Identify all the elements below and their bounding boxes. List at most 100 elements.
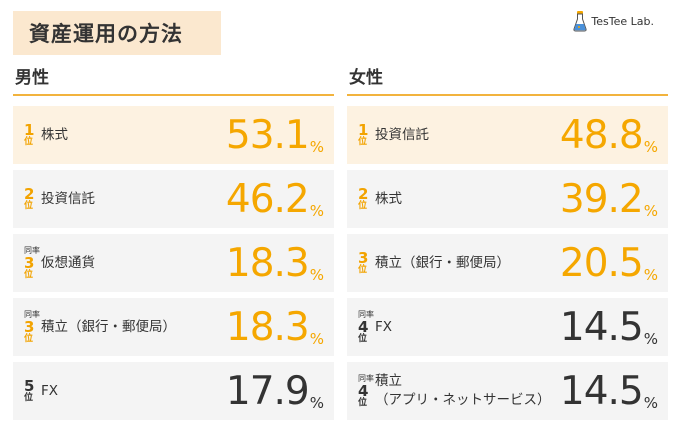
rank-number: 4 bbox=[358, 381, 369, 400]
item-label: 投資信託 bbox=[41, 170, 95, 228]
item-label: 仮想通貨 bbox=[41, 234, 95, 292]
item-label: 積立 （アプリ・ネットサービス） bbox=[375, 362, 551, 420]
brand-name: TesTee Lab. bbox=[591, 14, 654, 28]
male-ranking-list: 1 位株式 53.1% 2 位投資信託 46.2% 同率 3 位仮想通貨 18.3% 同率 3 位積立（… bbox=[13, 106, 334, 420]
rank-number: 1 bbox=[24, 121, 35, 139]
rank-unit: 位 bbox=[358, 137, 368, 147]
percent-sign: % bbox=[643, 266, 658, 284]
percentage-value: 20.5 bbox=[559, 241, 644, 286]
percentage-value: 46.2 bbox=[225, 177, 310, 222]
ranking-row: 1 位投資信託 48.8% bbox=[347, 106, 668, 164]
percentage-value: 14.5 bbox=[559, 369, 644, 414]
percent-sign: % bbox=[643, 138, 658, 156]
rank-unit: 位 bbox=[358, 397, 368, 408]
ranking-row: 3 位積立（銀行・郵便局） 20.5% bbox=[347, 234, 668, 292]
item-label-line: （アプリ・ネットサービス） bbox=[375, 392, 551, 408]
rank-unit: 位 bbox=[24, 137, 34, 147]
rank-number: 1 bbox=[358, 121, 369, 139]
ranking-row: 5 位 FX 17.9% bbox=[13, 362, 334, 420]
rank-number: 3 bbox=[358, 249, 369, 267]
item-label: FX bbox=[375, 298, 392, 356]
rank-unit: 位 bbox=[24, 201, 34, 211]
ranking-row: 1 位株式 53.1% bbox=[13, 106, 334, 164]
percentage-value: 39.2 bbox=[559, 177, 644, 222]
item-label-line: FX bbox=[41, 382, 59, 399]
item-label-line: 積立（銀行・郵便局） bbox=[41, 318, 176, 335]
percent-sign: % bbox=[643, 394, 658, 412]
tie-label: 同率 bbox=[358, 309, 374, 319]
rank-badge: 同率 4 位 bbox=[358, 298, 374, 356]
percentage: 14.5% bbox=[560, 298, 658, 356]
percent-sign: % bbox=[309, 202, 324, 220]
percentage: 14.5% bbox=[560, 362, 658, 420]
ranking-row: 同率 4 位 FX 14.5% bbox=[347, 298, 668, 356]
rank-badge: 同率 3 位 bbox=[24, 298, 40, 356]
ranking-row: 同率 4 位積立 （アプリ・ネットサービス） 14.5% bbox=[347, 362, 668, 420]
percentage-value: 17.9 bbox=[225, 369, 310, 414]
item-label: 株式 bbox=[41, 106, 68, 164]
item-label-line: 株式 bbox=[375, 190, 402, 207]
female-column: 女性 1 位投資信託 48.8% 2 位株式 39.2% 3 位積立（銀行・郵便局） 20.5%… bbox=[347, 66, 668, 426]
percentage-value: 18.3 bbox=[225, 305, 310, 350]
percentage: 39.2% bbox=[560, 170, 658, 228]
tie-label: 同率 bbox=[24, 309, 40, 319]
item-label: 株式 bbox=[375, 170, 402, 228]
percentage-value: 18.3 bbox=[225, 241, 310, 286]
rank-unit: 位 bbox=[358, 265, 368, 275]
male-column: 男性 1 位株式 53.1% 2 位投資信託 46.2% 同率 3 位仮想通貨 18.3% 同率 3 位… bbox=[13, 66, 334, 426]
percent-sign: % bbox=[309, 138, 324, 156]
item-label: 積立（銀行・郵便局） bbox=[375, 234, 510, 292]
item-label-line: 積立 bbox=[375, 373, 402, 389]
rank-badge: 同率 3 位 bbox=[24, 234, 40, 292]
item-label-line: 投資信託 bbox=[375, 126, 429, 143]
rank-unit: 位 bbox=[24, 269, 34, 280]
title-box: 資産運用の方法 bbox=[13, 11, 221, 55]
percent-sign: % bbox=[309, 330, 324, 348]
rank-number: 3 bbox=[24, 253, 35, 272]
ranking-row: 同率 3 位積立（銀行・郵便局） 18.3% bbox=[13, 298, 334, 356]
rank-unit: 位 bbox=[24, 393, 34, 403]
rank-number: 2 bbox=[24, 185, 35, 203]
item-label-line: 株式 bbox=[41, 126, 68, 143]
percentage: 18.3% bbox=[226, 234, 324, 292]
rank-number: 4 bbox=[358, 317, 369, 336]
percent-sign: % bbox=[643, 330, 658, 348]
female-header: 女性 bbox=[347, 66, 668, 96]
item-label: 積立（銀行・郵便局） bbox=[41, 298, 176, 356]
item-label-line: 投資信託 bbox=[41, 190, 95, 207]
ranking-row: 同率 3 位仮想通貨 18.3% bbox=[13, 234, 334, 292]
rank-unit: 位 bbox=[358, 333, 368, 344]
rank-number: 2 bbox=[358, 185, 369, 203]
item-label-line: 仮想通貨 bbox=[41, 254, 95, 271]
tube-icon bbox=[573, 11, 587, 32]
item-label: 投資信託 bbox=[375, 106, 429, 164]
brand: TesTee Lab. bbox=[573, 10, 654, 32]
rank-badge: 同率 4 位 bbox=[358, 362, 374, 420]
percent-sign: % bbox=[309, 394, 324, 412]
percentage: 17.9% bbox=[226, 362, 324, 420]
tie-label: 同率 bbox=[358, 373, 374, 383]
item-label-line: 積立（銀行・郵便局） bbox=[375, 254, 510, 271]
page-title: 資産運用の方法 bbox=[29, 22, 183, 46]
percent-sign: % bbox=[309, 266, 324, 284]
percentage-value: 48.8 bbox=[559, 113, 644, 158]
percentage-value: 14.5 bbox=[559, 305, 644, 350]
rank-unit: 位 bbox=[24, 333, 34, 344]
percentage: 20.5% bbox=[560, 234, 658, 292]
ranking-row: 2 位株式 39.2% bbox=[347, 170, 668, 228]
percentage: 18.3% bbox=[226, 298, 324, 356]
ranking-row: 2 位投資信託 46.2% bbox=[13, 170, 334, 228]
female-ranking-list: 1 位投資信託 48.8% 2 位株式 39.2% 3 位積立（銀行・郵便局） 20.5% 同率 4… bbox=[347, 106, 668, 420]
percentage: 48.8% bbox=[560, 106, 658, 164]
male-header: 男性 bbox=[13, 66, 334, 96]
percentage: 46.2% bbox=[226, 170, 324, 228]
item-label: FX bbox=[41, 362, 58, 420]
rank-unit: 位 bbox=[358, 201, 368, 211]
item-label-line: FX bbox=[375, 318, 393, 335]
rank-number: 5 bbox=[24, 377, 35, 395]
